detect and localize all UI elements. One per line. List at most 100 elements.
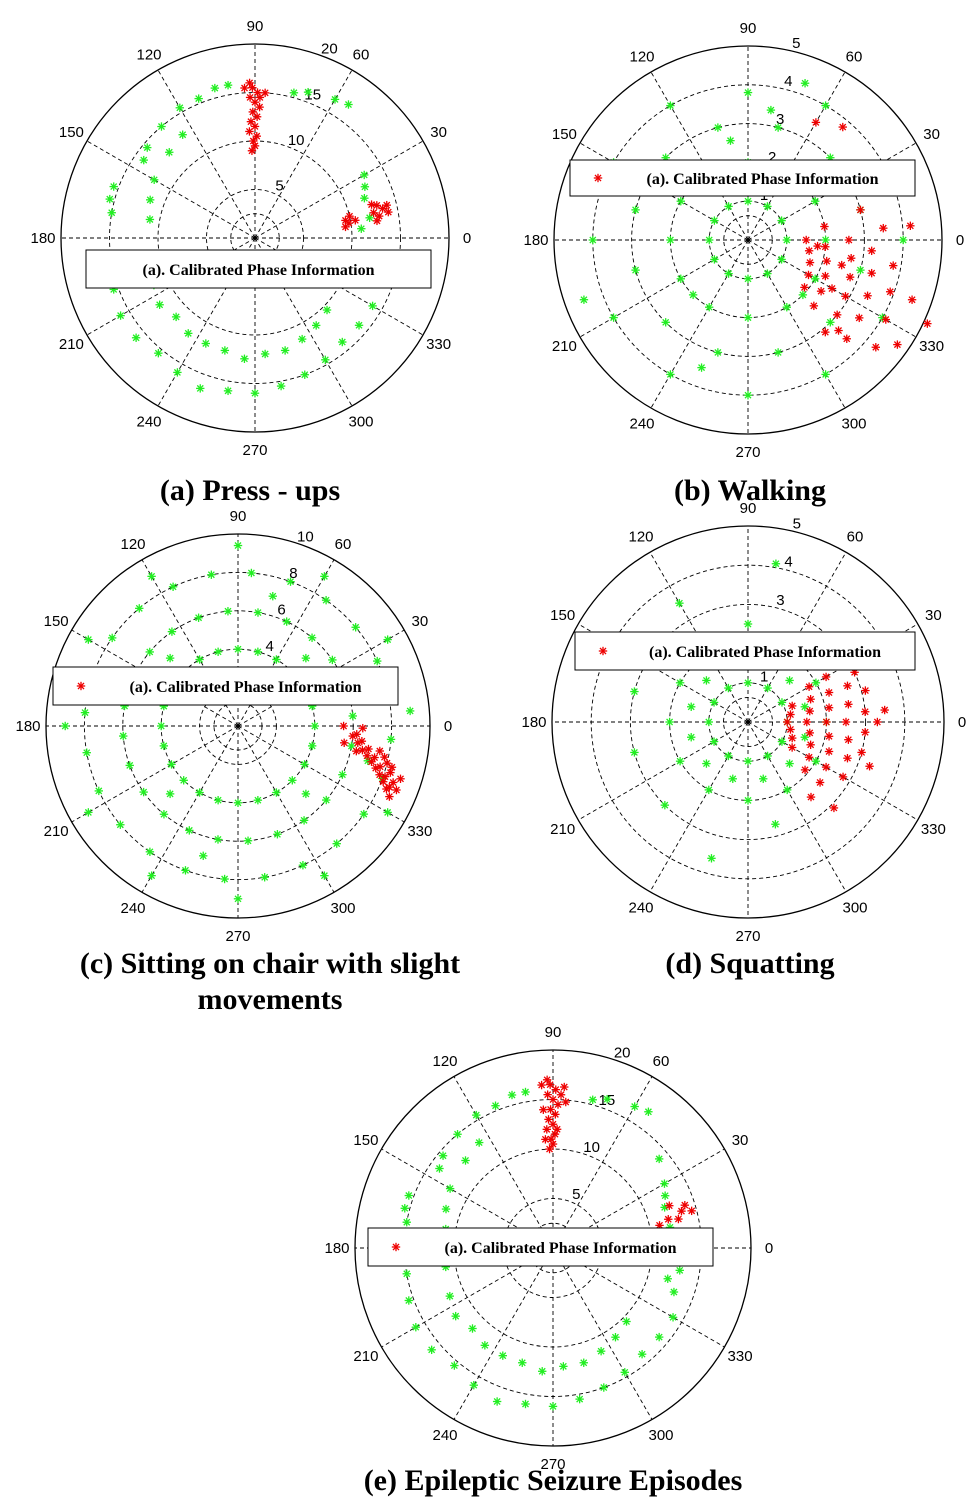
- red-data-point: [806, 792, 816, 802]
- angular-grid-spoke: [747, 71, 846, 241]
- green-data-point: [579, 295, 589, 304]
- green-data-point: [280, 346, 290, 355]
- green-data-point: [521, 1399, 530, 1409]
- red-data-point: [245, 93, 255, 102]
- angular-tick-label: 240: [120, 900, 145, 917]
- red-data-point: [556, 1090, 566, 1099]
- green-data-point: [630, 748, 639, 757]
- red-data-point: [824, 747, 834, 756]
- angular-tick-label: 270: [735, 444, 760, 461]
- green-data-point: [773, 348, 783, 357]
- legend-label: (a). Calibrated Phase Information: [445, 1240, 677, 1257]
- green-data-point: [273, 830, 282, 839]
- radial-tick-label: 4: [266, 638, 274, 655]
- green-data-point: [782, 235, 791, 245]
- green-data-point: [307, 741, 317, 751]
- green-data-point: [405, 706, 415, 716]
- green-data-point: [766, 105, 776, 115]
- red-data-point: [800, 765, 810, 775]
- figure-caption: (a) Press - ups: [160, 474, 340, 507]
- green-data-point: [199, 851, 208, 861]
- red-data-point: [358, 745, 367, 755]
- green-data-point: [139, 787, 148, 797]
- legend-label: (a). Calibrated Phase Information: [130, 679, 362, 696]
- polar-outer-circle: [551, 525, 945, 919]
- red-data-point: [867, 246, 876, 256]
- green-data-point: [354, 321, 364, 330]
- green-data-point: [675, 678, 685, 687]
- red-data-point: [369, 208, 378, 217]
- red-data-point: [387, 763, 397, 772]
- legend-marker: [593, 173, 603, 183]
- figure-caption: (d) Squatting: [665, 947, 834, 980]
- green-data-point: [272, 788, 281, 797]
- green-data-point: [165, 653, 175, 663]
- green-data-point: [143, 143, 152, 152]
- red-data-point: [250, 141, 260, 151]
- red-data-point: [885, 287, 895, 296]
- green-data-point: [312, 321, 321, 330]
- green-data-point: [451, 1311, 460, 1321]
- green-data-point: [301, 653, 311, 663]
- green-data-point: [771, 820, 780, 829]
- green-data-point: [195, 655, 204, 664]
- green-data-point: [669, 1287, 679, 1297]
- radial-tick-label: 6: [277, 601, 285, 618]
- radial-tick-label: 3: [776, 592, 784, 609]
- angular-grid-spoke: [552, 1247, 725, 1348]
- green-data-point: [297, 334, 307, 344]
- angular-grid-spoke: [649, 721, 749, 892]
- angular-tick-label: 90: [230, 508, 247, 525]
- green-data-point: [724, 683, 733, 693]
- green-data-point: [811, 678, 821, 687]
- green-data-point: [743, 391, 753, 400]
- green-data-point: [260, 873, 269, 882]
- green-data-point: [404, 1191, 414, 1200]
- green-data-point: [184, 329, 193, 338]
- angular-grid-spoke: [381, 1148, 554, 1249]
- angular-tick-label: 180: [15, 718, 40, 735]
- red-series: [783, 668, 889, 813]
- figure-caption: (b) Walking: [674, 474, 826, 507]
- red-data-point: [560, 1082, 569, 1092]
- green-data-point: [322, 795, 331, 805]
- angular-grid-spoke: [254, 140, 424, 239]
- angular-grid-spoke: [237, 629, 405, 727]
- green-data-point: [728, 774, 737, 783]
- red-data-point: [923, 319, 932, 328]
- red-data-point: [358, 723, 367, 733]
- green-data-point: [301, 789, 311, 799]
- red-data-point: [843, 681, 852, 691]
- green-data-point: [480, 1341, 490, 1350]
- green-data-point: [147, 572, 156, 581]
- green-data-point: [777, 737, 787, 746]
- red-data-point: [542, 1075, 552, 1085]
- red-data-point: [543, 1090, 552, 1099]
- angular-grid-spoke: [71, 629, 239, 727]
- legend-label: (a). Calibrated Phase Information: [647, 171, 879, 188]
- red-data-point: [380, 772, 390, 781]
- red-data-point: [811, 118, 821, 127]
- red-series: [800, 118, 932, 352]
- angular-grid-spoke: [237, 725, 405, 823]
- red-data-point: [240, 83, 249, 93]
- green-series: [400, 1087, 684, 1411]
- angular-tick-label: 150: [552, 126, 577, 143]
- green-data-point: [474, 1138, 484, 1147]
- green-data-point: [286, 577, 295, 586]
- red-data-point: [871, 343, 881, 352]
- red-data-point: [372, 216, 382, 226]
- green-data-point: [243, 836, 253, 845]
- angular-tick-label: 120: [120, 536, 145, 553]
- green-data-point: [441, 1204, 451, 1214]
- green-data-point: [759, 774, 768, 783]
- radial-tick-label: 5: [572, 1186, 580, 1203]
- red-data-point: [816, 286, 826, 296]
- red-data-point: [255, 102, 264, 112]
- green-series: [630, 559, 831, 863]
- red-data-point: [804, 246, 814, 255]
- green-data-point: [300, 370, 309, 379]
- red-data-point: [824, 703, 834, 712]
- red-data-point: [786, 725, 795, 734]
- green-data-point: [360, 193, 369, 203]
